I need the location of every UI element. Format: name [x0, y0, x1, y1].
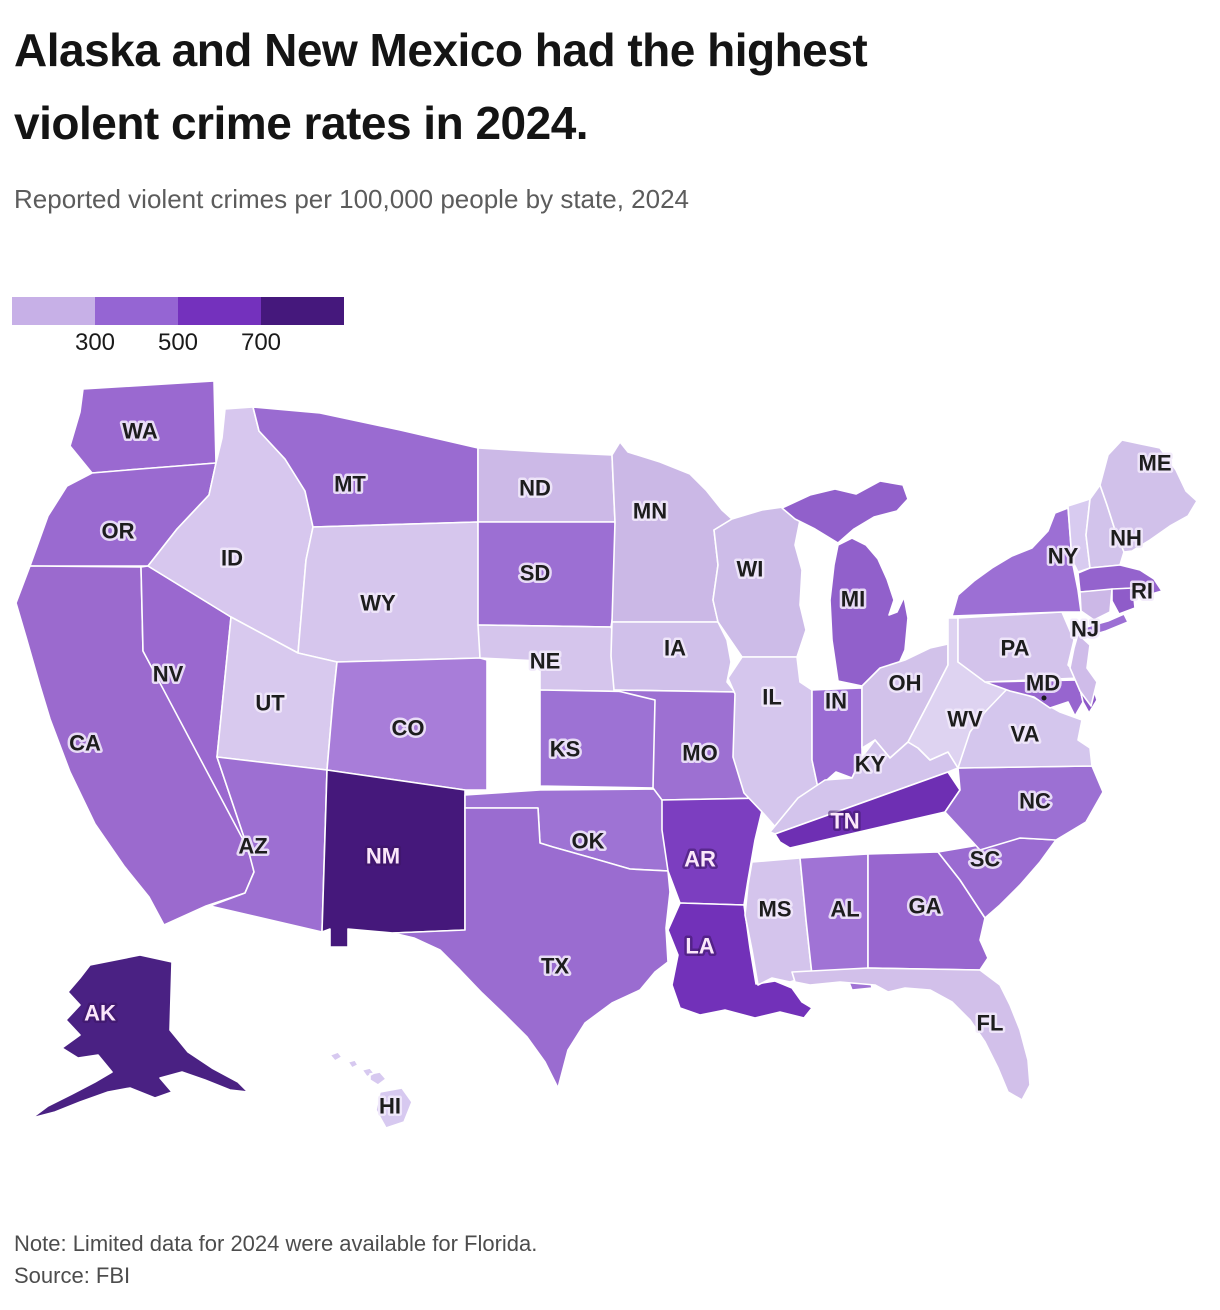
state-label-ga: GA	[909, 894, 942, 919]
title-line-1: Alaska and New Mexico had the highest	[14, 24, 868, 76]
state-label-wv: WV	[947, 707, 983, 732]
state-label-fl: FL	[977, 1011, 1004, 1036]
state-label-sc: SC	[970, 847, 1001, 872]
state-label-va: VA	[1011, 722, 1040, 747]
state-ri[interactable]	[1111, 587, 1136, 615]
state-label-sd: SD	[520, 561, 551, 586]
state-label-wy: WY	[360, 591, 396, 616]
legend-break-500: 500	[157, 329, 199, 356]
state-fl[interactable]	[791, 967, 1031, 1101]
state-label-mo: MO	[682, 741, 717, 766]
color-legend: 300 500 700	[12, 297, 344, 357]
state-label-ia: IA	[664, 636, 686, 661]
state-nj[interactable]	[1069, 633, 1098, 707]
title-line-2: violent crime rates in 2024.	[14, 97, 589, 149]
state-label-nh: NH	[1110, 526, 1142, 551]
state-label-ca: CA	[69, 731, 101, 756]
state-label-ks: KS	[550, 737, 581, 762]
state-label-or: OR	[102, 519, 135, 544]
state-la[interactable]	[667, 902, 813, 1019]
state-label-id: ID	[221, 546, 243, 571]
state-label-nd: ND	[519, 476, 551, 501]
state-tx[interactable]	[392, 807, 671, 1089]
state-ak[interactable]	[31, 954, 249, 1119]
state-label-az: AZ	[238, 834, 267, 859]
state-label-mn: MN	[633, 499, 667, 524]
state-label-ri: RI	[1131, 579, 1153, 604]
legend-swatch-500-700	[178, 297, 261, 325]
state-label-tx: TX	[541, 954, 569, 979]
state-ct[interactable]	[1079, 588, 1113, 621]
state-wi[interactable]	[712, 505, 807, 658]
state-label-mt: MT	[334, 472, 366, 497]
dc-dot	[1041, 695, 1047, 701]
state-label-me: ME	[1139, 451, 1172, 476]
legend-labels: 300 500 700	[12, 325, 344, 357]
state-label-il: IL	[762, 685, 782, 710]
page-title: Alaska and New Mexico had the highest vi…	[14, 14, 1184, 160]
state-label-co: CO	[392, 716, 425, 741]
state-label-hi: HI	[379, 1094, 401, 1119]
state-label-tn: TN	[830, 809, 859, 834]
state-nc[interactable]	[944, 765, 1104, 851]
state-label-pa: PA	[1001, 636, 1030, 661]
legend-break-700: 700	[240, 329, 282, 356]
us-choropleth-map: WA OR CA NV ID MT WY UT CO AZ NM ND SD N…	[15, 380, 1198, 1129]
legend-swatches	[12, 297, 344, 325]
state-label-in: IN	[825, 689, 847, 714]
state-label-ok: OK	[572, 829, 605, 854]
legend-swatch-under-300	[12, 297, 95, 325]
legend-swatch-over-700	[261, 297, 344, 325]
state-label-ak: AK	[84, 1001, 116, 1026]
chart-subtitle: Reported violent crimes per 100,000 peop…	[14, 184, 689, 214]
state-label-la: LA	[685, 934, 714, 959]
legend-swatch-300-500	[95, 297, 178, 325]
state-label-md: MD	[1026, 671, 1060, 696]
state-label-nm: NM	[366, 844, 400, 869]
state-label-ms: MS	[759, 897, 792, 922]
legend-break-300: 300	[74, 329, 116, 356]
state-label-ut: UT	[255, 691, 285, 716]
state-label-al: AL	[830, 897, 859, 922]
state-label-ne: NE	[530, 649, 561, 674]
state-label-nj: NJ	[1071, 617, 1099, 642]
state-label-oh: OH	[889, 671, 922, 696]
state-me[interactable]	[1099, 439, 1198, 553]
chart-source: Source: FBI	[14, 1263, 131, 1288]
state-label-ky: KY	[855, 752, 886, 777]
state-label-mi: MI	[841, 587, 865, 612]
state-label-nv: NV	[153, 662, 184, 687]
state-hi[interactable]	[329, 1051, 413, 1129]
state-mi[interactable]	[781, 480, 909, 687]
state-label-ny: NY	[1048, 544, 1079, 569]
state-label-ar: AR	[684, 847, 716, 872]
state-label-wi: WI	[737, 557, 764, 582]
state-label-nc: NC	[1019, 789, 1051, 814]
chart-note: Note: Limited data for 2024 were availab…	[14, 1231, 538, 1256]
state-ia[interactable]	[610, 621, 736, 693]
state-label-wa: WA	[122, 419, 158, 444]
